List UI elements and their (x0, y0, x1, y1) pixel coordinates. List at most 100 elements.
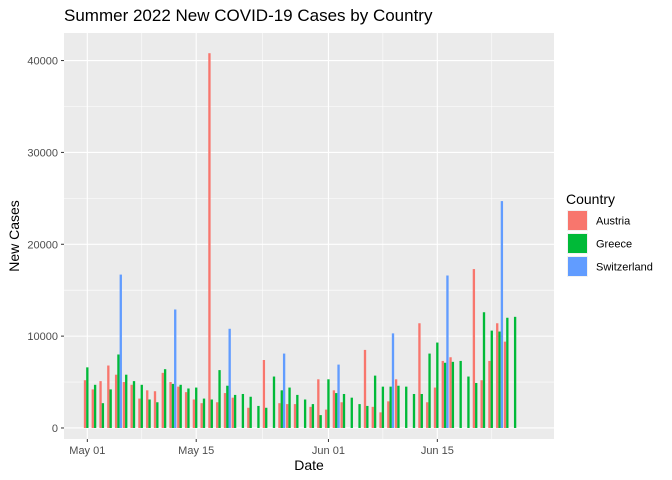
x-axis-title: Date (294, 457, 324, 473)
bar-austria (138, 398, 141, 428)
bar-greece (451, 361, 455, 428)
bar-greece (506, 317, 509, 428)
bar-austria (169, 382, 172, 428)
bar-austria (472, 269, 476, 428)
bar-austria (208, 53, 211, 428)
legend-label-greece: Greece (596, 239, 632, 251)
bar-austria (363, 349, 367, 428)
bar-greece (490, 330, 493, 428)
bar-greece (296, 394, 299, 428)
bar-austria (200, 403, 203, 428)
bar-switzerland (337, 364, 340, 428)
bar-greece (148, 399, 151, 428)
bar-greece (459, 360, 462, 428)
bar-greece (272, 376, 276, 428)
bar-greece (280, 390, 283, 428)
bar-greece (257, 405, 260, 428)
bar-greece (303, 399, 307, 428)
bar-greece (195, 387, 198, 428)
bar-greece (288, 387, 291, 428)
bar-switzerland (174, 309, 177, 428)
bar-austria (247, 407, 250, 428)
bar-greece (342, 393, 346, 428)
bar-austria (262, 360, 266, 428)
bar-austria (192, 399, 196, 428)
bar-greece (412, 393, 416, 428)
bar-austria (488, 360, 491, 428)
bar-switzerland (228, 328, 231, 428)
y-axis: 0 10000 20000 30000 40000 (27, 56, 64, 435)
legend-key-austria (568, 211, 587, 230)
legend-key-switzerland (568, 257, 587, 276)
bar-greece (358, 404, 361, 428)
bar-greece (101, 403, 105, 428)
bars (83, 53, 517, 428)
x-axis: May 01 May 15 Jun 01 Jun 15 (69, 439, 454, 457)
bar-switzerland (282, 353, 286, 428)
bar-austria (83, 380, 87, 428)
y-axis-title: New Cases (6, 200, 22, 272)
bar-austria (130, 384, 133, 428)
bar-austria (503, 341, 507, 428)
bar-austria (379, 412, 382, 428)
bar-greece (171, 383, 175, 428)
legend-title: Country (566, 191, 615, 207)
bar-austria (449, 357, 452, 428)
bar-austria (161, 372, 164, 428)
bar-greece (210, 399, 213, 428)
bar-greece (311, 404, 315, 428)
bar-austria (387, 401, 390, 428)
bar-greece (443, 362, 447, 428)
bar-austria (317, 379, 320, 428)
bar-greece (482, 312, 486, 428)
bar-greece (373, 375, 377, 428)
bar-greece (428, 353, 431, 428)
bar-austria (278, 403, 281, 428)
bar-austria (309, 406, 312, 428)
bar-greece (86, 367, 89, 428)
bar-switzerland (391, 333, 395, 428)
bar-austria (371, 406, 374, 428)
bar-austria (184, 392, 188, 428)
y-tick-label: 20000 (27, 239, 58, 251)
bar-greece (397, 385, 400, 428)
bar-austria (114, 374, 118, 428)
bar-austria (91, 389, 94, 428)
bar-greece (140, 384, 143, 428)
bar-switzerland (500, 201, 504, 428)
bar-greece (202, 398, 206, 428)
bar-austria (480, 380, 483, 428)
y-tick-label: 0 (52, 423, 58, 435)
bar-austria (153, 391, 157, 428)
bar-greece (420, 393, 423, 428)
bar-austria (340, 402, 343, 428)
bar-austria (441, 360, 444, 428)
bar-austria (231, 397, 234, 428)
bar-switzerland (119, 274, 122, 428)
bar-greece (117, 354, 120, 428)
bar-greece (109, 389, 112, 428)
bar-greece (249, 396, 252, 428)
bar-austria (99, 381, 102, 428)
chart-title: Summer 2022 New COVID-19 Cases by Countr… (64, 6, 433, 25)
legend-key-greece (568, 234, 587, 253)
bar-greece (319, 415, 322, 428)
plot-background (64, 33, 554, 439)
plot-panel (64, 33, 554, 439)
bar-greece (187, 388, 190, 428)
bar-austria (324, 409, 328, 428)
bar-greece (381, 386, 385, 428)
bar-austria (223, 393, 227, 428)
bar-greece (335, 393, 338, 428)
bar-switzerland (446, 275, 449, 428)
bar-greece (233, 394, 237, 428)
bar-austria (293, 404, 297, 428)
bar-austria (107, 365, 110, 428)
bar-greece (350, 397, 353, 428)
x-tick-label: May 15 (178, 445, 214, 457)
bar-austria (122, 382, 126, 428)
legend-label-switzerland: Switzerland (596, 262, 653, 274)
bar-greece (498, 331, 501, 428)
legend-items: Austria Greece Switzerland (567, 210, 653, 277)
